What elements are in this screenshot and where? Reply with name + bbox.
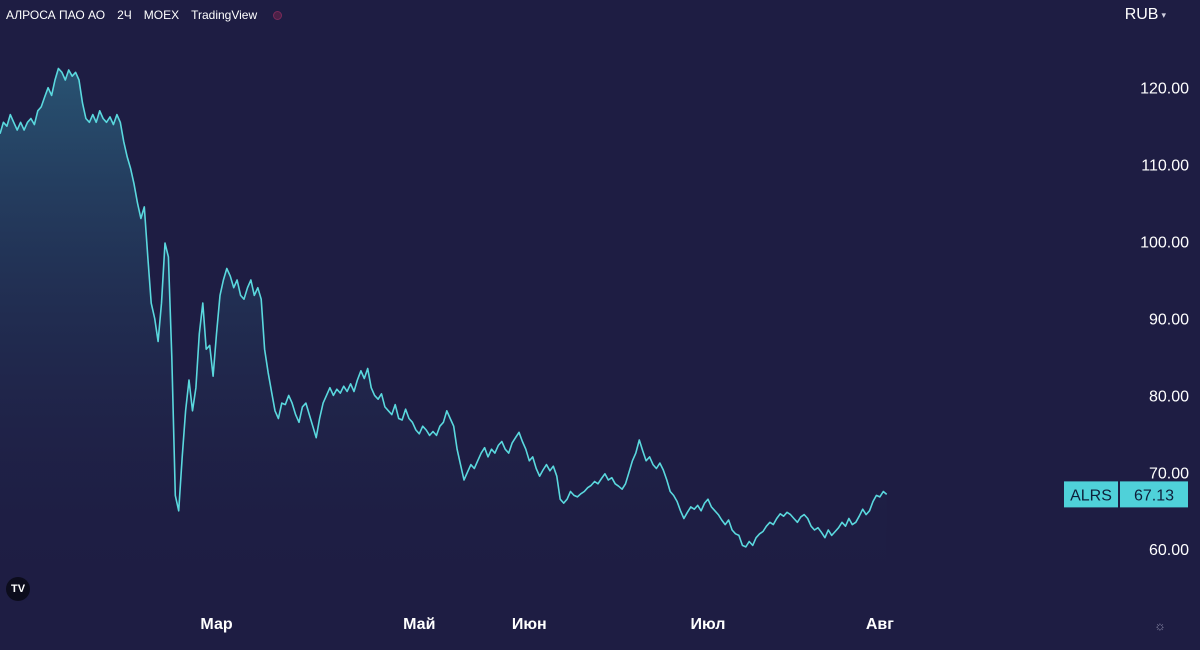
last-price-label: ALRS 67.13 [1064,481,1188,508]
x-tick-label: Авг [866,616,894,633]
currency-selector[interactable]: RUB ▾ [1125,6,1166,24]
x-tick-label: Мар [200,616,232,633]
y-tick-label: 80.00 [1149,388,1189,405]
exchange-label: MOEX [143,8,180,22]
x-tick-label: Май [403,616,435,633]
y-tick-label: 100.00 [1140,235,1189,252]
last-value-label: 67.13 [1134,487,1174,504]
provider-label: TradingView [191,8,258,22]
chart-header: АЛРОСА ПАО АО 2Ч MOEX TradingView [6,7,283,23]
price-area-fill [0,68,887,600]
y-axis: 120.00 110.00 100.00 90.00 80.00 70.00 60.00 [1140,81,1189,560]
x-tick-label: Июл [691,616,726,633]
ticker-label-bg [1064,481,1118,508]
tradingview-logo-icon[interactable]: TV [6,577,30,601]
y-tick-label: 90.00 [1149,311,1189,328]
x-axis: Мар Май Июн Июл Авг [200,616,894,633]
settings-icon[interactable]: ☼ [1154,618,1166,633]
currency-label: RUB [1124,6,1159,23]
symbol-name[interactable]: АЛРОСА ПАО АО [6,8,106,22]
y-tick-label: 70.00 [1149,465,1189,482]
x-tick-label: Июн [512,616,547,633]
ticker-label: ALRS [1070,487,1112,504]
price-line[interactable] [0,67,888,548]
y-tick-label: 120.00 [1140,81,1189,98]
interval-label[interactable]: 2Ч [117,8,132,22]
last-value-label-bg [1120,481,1188,508]
chevron-down-icon: ▾ [1161,9,1166,20]
status-dot-icon [273,10,283,20]
y-tick-label: 60.00 [1149,542,1189,559]
y-tick-label: 110.00 [1141,158,1189,175]
